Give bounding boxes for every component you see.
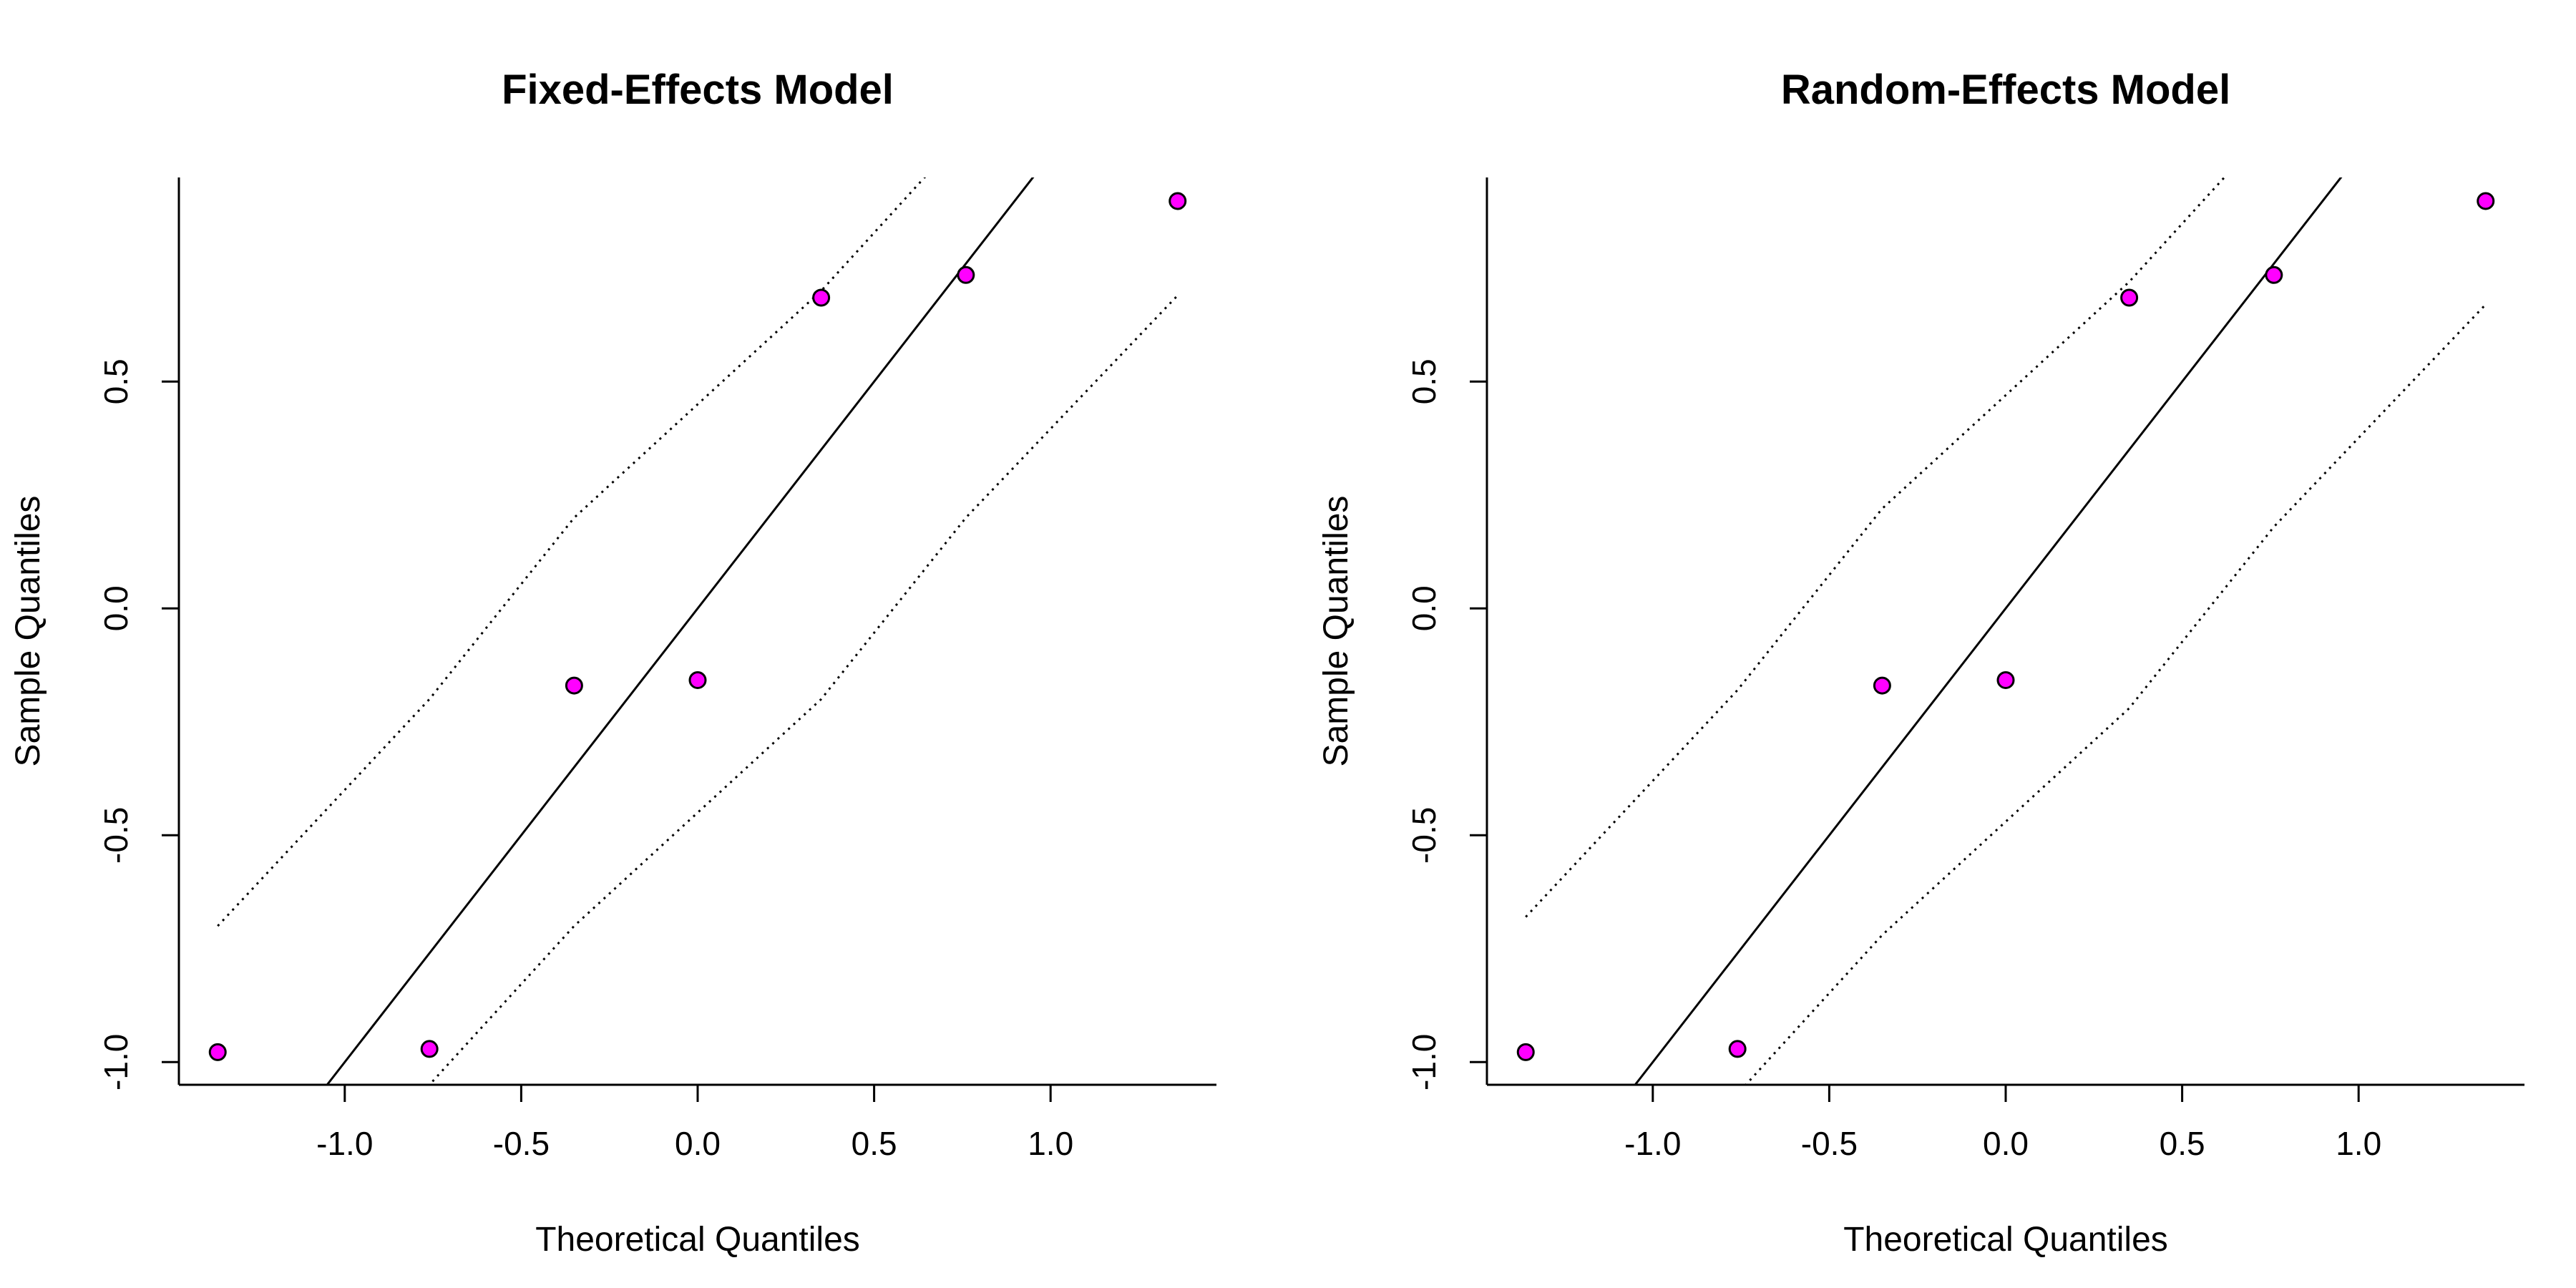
x-tick-label: 1.0 — [1028, 1125, 1073, 1162]
data-point — [565, 676, 583, 695]
x-tick-label: -1.0 — [1624, 1125, 1681, 1162]
y-tick-label: -0.5 — [97, 807, 135, 864]
x-axis-label: Theoretical Quantiles — [535, 1221, 860, 1259]
y-tick-label: 0.0 — [97, 585, 135, 631]
data-point — [1169, 192, 1187, 210]
y-tick-label: -1.0 — [97, 1034, 135, 1091]
x-tick-label: 0.0 — [1983, 1125, 2029, 1162]
reference-line — [326, 177, 1035, 1085]
data-point — [2265, 265, 2283, 284]
x-tick-label: 0.0 — [675, 1125, 721, 1162]
random-effects-panel: Random-Effects Model Theoretical Quantil… — [1317, 67, 2524, 1259]
y-tick-label: -1.0 — [1405, 1034, 1443, 1091]
reference-line — [1634, 177, 2343, 1085]
y-axis-label: Sample Quantiles — [1317, 496, 1355, 767]
x-tick-label: 1.0 — [2336, 1125, 2381, 1162]
x-tick-label: -1.0 — [316, 1125, 373, 1162]
upper-confidence-band — [217, 177, 927, 927]
data-point — [1728, 1040, 1747, 1058]
data-point — [812, 288, 831, 307]
y-tick-label: 0.5 — [97, 358, 135, 404]
data-point — [688, 670, 707, 689]
y-axis-label: Sample Quantiles — [9, 496, 47, 767]
x-tick-label: -0.5 — [493, 1125, 550, 1162]
x-tick-label: 0.5 — [2160, 1125, 2205, 1162]
data-point — [1516, 1043, 1535, 1061]
y-tick-label: -0.5 — [1405, 807, 1443, 864]
y-tick-label: 0.5 — [1405, 358, 1443, 404]
x-tick-label: -0.5 — [1801, 1125, 1858, 1162]
fixed-effects-panel: Fixed-Effects Model Theoretical Quantile… — [9, 67, 1216, 1259]
data-point — [420, 1040, 439, 1058]
data-point — [957, 265, 975, 284]
data-point — [1996, 670, 2015, 689]
data-point — [1873, 676, 1891, 695]
x-axis-label: Theoretical Quantiles — [1843, 1221, 2168, 1259]
data-point — [2477, 192, 2495, 210]
chart-title: Random-Effects Model — [1781, 67, 2230, 113]
y-tick-label: 0.0 — [1405, 585, 1443, 631]
data-point — [208, 1043, 227, 1061]
chart-title: Fixed-Effects Model — [502, 67, 894, 113]
data-point — [2120, 288, 2139, 307]
upper-confidence-band — [1525, 177, 2226, 918]
x-tick-label: 0.5 — [852, 1125, 897, 1162]
